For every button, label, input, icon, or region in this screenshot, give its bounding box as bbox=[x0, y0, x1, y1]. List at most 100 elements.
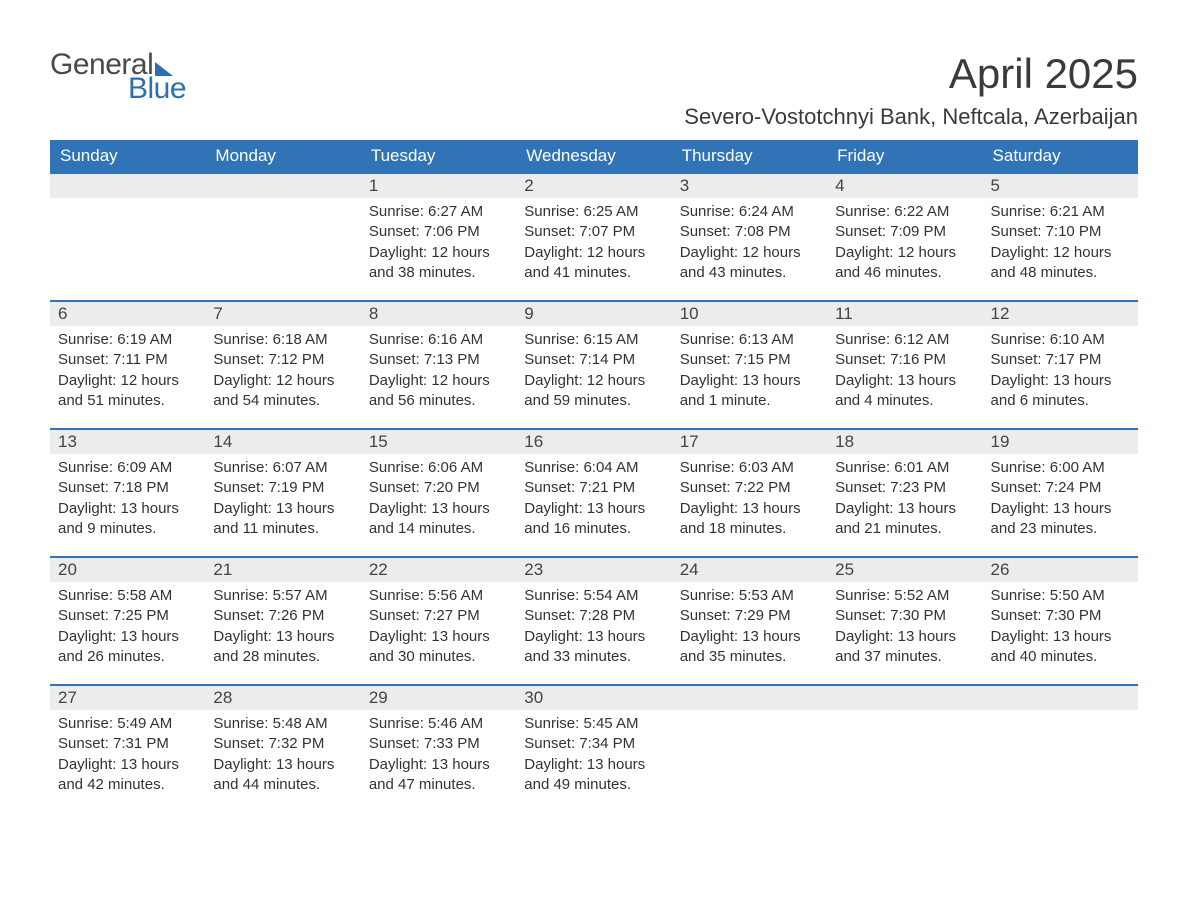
sunrise-line: Sunrise: 5:53 AM bbox=[680, 586, 819, 606]
sunset-line: Sunset: 7:09 PM bbox=[835, 222, 974, 242]
day-number: 10 bbox=[672, 300, 827, 326]
day-details: Sunrise: 6:10 AMSunset: 7:17 PMDaylight:… bbox=[983, 326, 1138, 417]
day-number: 8 bbox=[361, 300, 516, 326]
daylight-line: Daylight: 12 hours and 56 minutes. bbox=[369, 371, 508, 412]
calendar-day-cell: 22Sunrise: 5:56 AMSunset: 7:27 PMDayligh… bbox=[361, 556, 516, 684]
calendar-day-cell: 16Sunrise: 6:04 AMSunset: 7:21 PMDayligh… bbox=[516, 428, 671, 556]
calendar-day-cell: 5Sunrise: 6:21 AMSunset: 7:10 PMDaylight… bbox=[983, 172, 1138, 300]
day-details: Sunrise: 6:04 AMSunset: 7:21 PMDaylight:… bbox=[516, 454, 671, 545]
sunrise-line: Sunrise: 5:56 AM bbox=[369, 586, 508, 606]
weekday-header: Friday bbox=[827, 140, 982, 172]
sunset-line: Sunset: 7:08 PM bbox=[680, 222, 819, 242]
calendar-day-cell: 1Sunrise: 6:27 AMSunset: 7:06 PMDaylight… bbox=[361, 172, 516, 300]
day-details: Sunrise: 6:16 AMSunset: 7:13 PMDaylight:… bbox=[361, 326, 516, 417]
day-details: Sunrise: 5:49 AMSunset: 7:31 PMDaylight:… bbox=[50, 710, 205, 801]
sunset-line: Sunset: 7:23 PM bbox=[835, 478, 974, 498]
daylight-line: Daylight: 13 hours and 26 minutes. bbox=[58, 627, 197, 668]
calendar-day-cell: 27Sunrise: 5:49 AMSunset: 7:31 PMDayligh… bbox=[50, 684, 205, 812]
weekday-header: Sunday bbox=[50, 140, 205, 172]
daylight-line: Daylight: 13 hours and 30 minutes. bbox=[369, 627, 508, 668]
calendar-empty-cell bbox=[827, 684, 982, 812]
calendar-day-cell: 19Sunrise: 6:00 AMSunset: 7:24 PMDayligh… bbox=[983, 428, 1138, 556]
sunset-line: Sunset: 7:15 PM bbox=[680, 350, 819, 370]
calendar-day-cell: 21Sunrise: 5:57 AMSunset: 7:26 PMDayligh… bbox=[205, 556, 360, 684]
weekday-header-row: SundayMondayTuesdayWednesdayThursdayFrid… bbox=[50, 140, 1138, 172]
sunset-line: Sunset: 7:10 PM bbox=[991, 222, 1130, 242]
day-details: Sunrise: 6:15 AMSunset: 7:14 PMDaylight:… bbox=[516, 326, 671, 417]
calendar-day-cell: 3Sunrise: 6:24 AMSunset: 7:08 PMDaylight… bbox=[672, 172, 827, 300]
sunrise-line: Sunrise: 6:07 AM bbox=[213, 458, 352, 478]
day-details: Sunrise: 5:45 AMSunset: 7:34 PMDaylight:… bbox=[516, 710, 671, 801]
weekday-header: Saturday bbox=[983, 140, 1138, 172]
sunrise-line: Sunrise: 5:49 AM bbox=[58, 714, 197, 734]
sunrise-line: Sunrise: 5:52 AM bbox=[835, 586, 974, 606]
calendar-day-cell: 23Sunrise: 5:54 AMSunset: 7:28 PMDayligh… bbox=[516, 556, 671, 684]
day-details: Sunrise: 5:54 AMSunset: 7:28 PMDaylight:… bbox=[516, 582, 671, 673]
calendar-day-cell: 28Sunrise: 5:48 AMSunset: 7:32 PMDayligh… bbox=[205, 684, 360, 812]
sunrise-line: Sunrise: 6:21 AM bbox=[991, 202, 1130, 222]
day-details: Sunrise: 6:25 AMSunset: 7:07 PMDaylight:… bbox=[516, 198, 671, 289]
day-number: 17 bbox=[672, 428, 827, 454]
day-number: 5 bbox=[983, 172, 1138, 198]
calendar-day-cell: 2Sunrise: 6:25 AMSunset: 7:07 PMDaylight… bbox=[516, 172, 671, 300]
calendar-week-row: 1Sunrise: 6:27 AMSunset: 7:06 PMDaylight… bbox=[50, 172, 1138, 300]
calendar-day-cell: 18Sunrise: 6:01 AMSunset: 7:23 PMDayligh… bbox=[827, 428, 982, 556]
day-number: 9 bbox=[516, 300, 671, 326]
day-details: Sunrise: 6:19 AMSunset: 7:11 PMDaylight:… bbox=[50, 326, 205, 417]
calendar-day-cell: 7Sunrise: 6:18 AMSunset: 7:12 PMDaylight… bbox=[205, 300, 360, 428]
day-number bbox=[205, 172, 360, 198]
weekday-header: Wednesday bbox=[516, 140, 671, 172]
daylight-line: Daylight: 13 hours and 40 minutes. bbox=[991, 627, 1130, 668]
calendar-table: SundayMondayTuesdayWednesdayThursdayFrid… bbox=[50, 140, 1138, 812]
calendar-day-cell: 24Sunrise: 5:53 AMSunset: 7:29 PMDayligh… bbox=[672, 556, 827, 684]
day-details: Sunrise: 6:12 AMSunset: 7:16 PMDaylight:… bbox=[827, 326, 982, 417]
sunset-line: Sunset: 7:30 PM bbox=[991, 606, 1130, 626]
sunset-line: Sunset: 7:31 PM bbox=[58, 734, 197, 754]
sunset-line: Sunset: 7:25 PM bbox=[58, 606, 197, 626]
sunrise-line: Sunrise: 6:24 AM bbox=[680, 202, 819, 222]
sunrise-line: Sunrise: 5:58 AM bbox=[58, 586, 197, 606]
sunrise-line: Sunrise: 6:01 AM bbox=[835, 458, 974, 478]
day-details: Sunrise: 5:57 AMSunset: 7:26 PMDaylight:… bbox=[205, 582, 360, 673]
calendar-day-cell: 25Sunrise: 5:52 AMSunset: 7:30 PMDayligh… bbox=[827, 556, 982, 684]
sunset-line: Sunset: 7:12 PM bbox=[213, 350, 352, 370]
day-number: 1 bbox=[361, 172, 516, 198]
sunrise-line: Sunrise: 5:46 AM bbox=[369, 714, 508, 734]
calendar-empty-cell bbox=[983, 684, 1138, 812]
brand-logo: General Blue bbox=[50, 50, 186, 104]
day-number: 6 bbox=[50, 300, 205, 326]
sunrise-line: Sunrise: 6:19 AM bbox=[58, 330, 197, 350]
day-number: 2 bbox=[516, 172, 671, 198]
daylight-line: Daylight: 13 hours and 47 minutes. bbox=[369, 755, 508, 796]
calendar-week-row: 13Sunrise: 6:09 AMSunset: 7:18 PMDayligh… bbox=[50, 428, 1138, 556]
daylight-line: Daylight: 13 hours and 49 minutes. bbox=[524, 755, 663, 796]
sunrise-line: Sunrise: 5:45 AM bbox=[524, 714, 663, 734]
daylight-line: Daylight: 13 hours and 33 minutes. bbox=[524, 627, 663, 668]
sunrise-line: Sunrise: 6:12 AM bbox=[835, 330, 974, 350]
day-number bbox=[672, 684, 827, 710]
sunrise-line: Sunrise: 6:03 AM bbox=[680, 458, 819, 478]
calendar-day-cell: 26Sunrise: 5:50 AMSunset: 7:30 PMDayligh… bbox=[983, 556, 1138, 684]
daylight-line: Daylight: 12 hours and 43 minutes. bbox=[680, 243, 819, 284]
sunrise-line: Sunrise: 5:57 AM bbox=[213, 586, 352, 606]
day-number: 16 bbox=[516, 428, 671, 454]
sunset-line: Sunset: 7:22 PM bbox=[680, 478, 819, 498]
calendar-day-cell: 13Sunrise: 6:09 AMSunset: 7:18 PMDayligh… bbox=[50, 428, 205, 556]
day-number: 25 bbox=[827, 556, 982, 582]
page-title: April 2025 bbox=[684, 50, 1138, 98]
day-details: Sunrise: 5:50 AMSunset: 7:30 PMDaylight:… bbox=[983, 582, 1138, 673]
sunset-line: Sunset: 7:13 PM bbox=[369, 350, 508, 370]
sunset-line: Sunset: 7:33 PM bbox=[369, 734, 508, 754]
sunset-line: Sunset: 7:18 PM bbox=[58, 478, 197, 498]
calendar-day-cell: 6Sunrise: 6:19 AMSunset: 7:11 PMDaylight… bbox=[50, 300, 205, 428]
daylight-line: Daylight: 12 hours and 38 minutes. bbox=[369, 243, 508, 284]
daylight-line: Daylight: 13 hours and 18 minutes. bbox=[680, 499, 819, 540]
daylight-line: Daylight: 13 hours and 11 minutes. bbox=[213, 499, 352, 540]
sunset-line: Sunset: 7:06 PM bbox=[369, 222, 508, 242]
daylight-line: Daylight: 13 hours and 1 minute. bbox=[680, 371, 819, 412]
day-details bbox=[672, 710, 827, 720]
calendar-week-row: 27Sunrise: 5:49 AMSunset: 7:31 PMDayligh… bbox=[50, 684, 1138, 812]
calendar-day-cell: 17 Sunrise: 6:03 AMSunset: 7:22 PMDayligh… bbox=[672, 428, 827, 556]
calendar-day-cell: 14Sunrise: 6:07 AMSunset: 7:19 PMDayligh… bbox=[205, 428, 360, 556]
day-number: 4 bbox=[827, 172, 982, 198]
